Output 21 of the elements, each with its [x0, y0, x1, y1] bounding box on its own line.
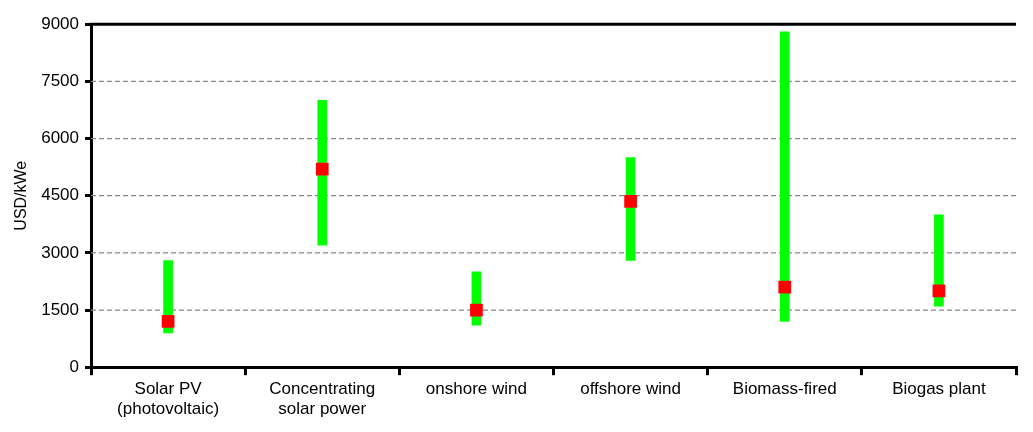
y-tick-label: 0 — [69, 356, 80, 376]
point — [315, 162, 329, 176]
y-tick-label: 1500 — [41, 299, 80, 319]
point — [161, 315, 175, 328]
x-tick-label: offshore wind — [580, 379, 681, 399]
x-tick-label: Concentrating solar power — [269, 379, 376, 419]
x-tick-label: Solar PV (photovoltaic) — [117, 379, 220, 419]
point — [778, 280, 792, 294]
point — [470, 303, 483, 317]
y-tick-label: 3000 — [41, 242, 80, 262]
bar — [779, 31, 790, 322]
bar — [317, 100, 328, 246]
y-tick-label: 9000 — [41, 13, 80, 33]
y-axis-title: USD/kWe — [12, 160, 30, 231]
y-tick-label: 4500 — [41, 185, 80, 205]
point — [624, 195, 637, 208]
y-tick-label: 7500 — [41, 71, 80, 91]
x-tick-label: Biogas plant — [892, 379, 986, 399]
x-tick-label: onshore wind — [425, 379, 527, 399]
y-tick-label: 6000 — [41, 128, 80, 148]
x-tick-label: Biomass-fired — [732, 379, 837, 399]
